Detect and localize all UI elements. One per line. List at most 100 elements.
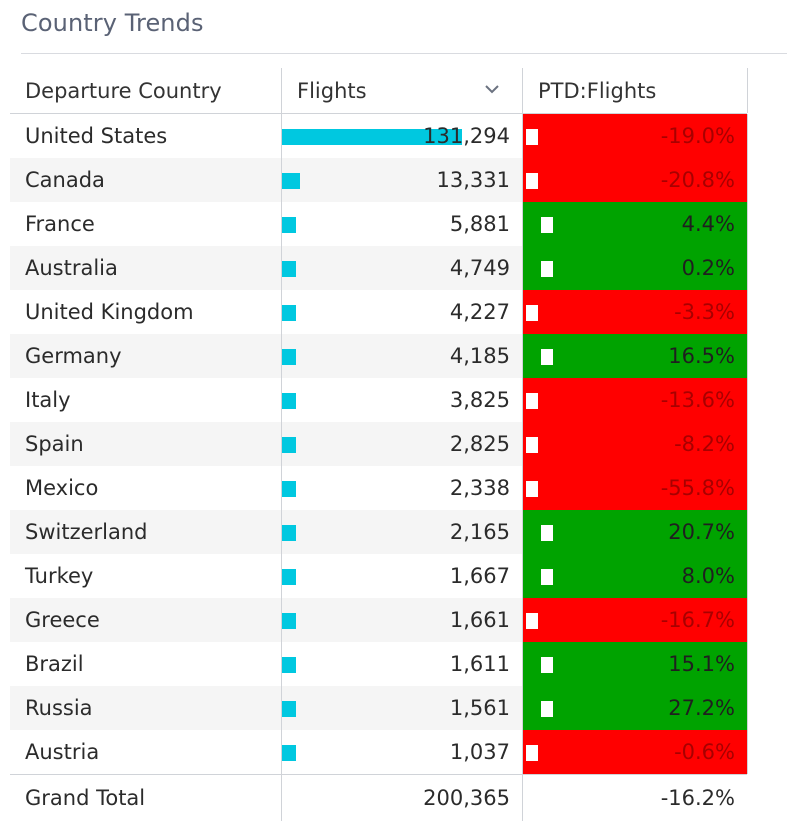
ptd-marker — [526, 745, 538, 761]
column-header-flights[interactable]: Flights — [297, 79, 367, 103]
ptd-marker — [541, 349, 553, 365]
ptd-marker — [526, 437, 538, 453]
column-divider — [747, 466, 748, 510]
country-name: Brazil — [25, 652, 84, 676]
column-divider — [522, 686, 523, 730]
ptd-marker — [526, 305, 538, 321]
chevron-down-icon[interactable] — [482, 79, 502, 99]
flights-value: 1,661 — [449, 608, 510, 632]
flights-value: 1,561 — [449, 696, 510, 720]
flights-bar — [282, 261, 296, 277]
ptd-cell: 20.7% — [523, 510, 747, 554]
ptd-cell: -19.0% — [523, 114, 747, 158]
ptd-cell: -13.6% — [523, 378, 747, 422]
table-row[interactable]: Greece 1,661 -16.7% — [10, 598, 748, 642]
flights-bar — [282, 745, 296, 761]
table-row[interactable]: Brazil 1,611 15.1% — [10, 642, 748, 686]
ptd-value: 20.7% — [668, 520, 735, 544]
column-header-departure-country[interactable]: Departure Country — [25, 79, 222, 103]
ptd-marker — [541, 657, 553, 673]
column-divider — [522, 554, 523, 598]
column-divider — [747, 510, 748, 554]
column-divider — [522, 422, 523, 466]
ptd-marker — [541, 525, 553, 541]
flights-bar — [282, 305, 296, 321]
table-row[interactable]: Russia 1,561 27.2% — [10, 686, 748, 730]
flights-cell — [282, 598, 522, 642]
column-divider — [281, 422, 282, 466]
flights-value: 2,825 — [449, 432, 510, 456]
table-body: United States 131,294 -19.0% Canada 13,331 -2… — [10, 114, 748, 774]
table-row[interactable]: Australia 4,749 0.2% — [10, 246, 748, 290]
column-divider — [281, 510, 282, 554]
ptd-value: -3.3% — [674, 300, 735, 324]
column-divider — [281, 158, 282, 202]
table-header: Departure Country Flights PTD:Flights — [10, 68, 748, 114]
country-cell — [10, 246, 281, 290]
country-cell — [10, 422, 281, 466]
column-divider — [522, 598, 523, 642]
column-divider — [747, 642, 748, 686]
table-row[interactable]: Mexico 2,338 -55.8% — [10, 466, 748, 510]
country-name: Australia — [25, 256, 118, 280]
table-row[interactable]: Austria 1,037 -0.6% — [10, 730, 748, 774]
ptd-marker — [541, 569, 553, 585]
table-row[interactable]: United Kingdom 4,227 -3.3% — [10, 290, 748, 334]
flights-bar — [282, 525, 296, 541]
flights-bar — [282, 481, 296, 497]
flights-bar — [282, 613, 296, 629]
column-divider — [747, 158, 748, 202]
table-row[interactable]: Germany 4,185 16.5% — [10, 334, 748, 378]
ptd-cell: 0.2% — [523, 246, 747, 290]
ptd-value: -8.2% — [674, 432, 735, 456]
table-row[interactable]: Italy 3,825 -13.6% — [10, 378, 748, 422]
ptd-cell: 4.4% — [523, 202, 747, 246]
flights-bar — [282, 173, 300, 189]
flights-cell — [282, 422, 522, 466]
ptd-cell: 27.2% — [523, 686, 747, 730]
flights-value: 2,338 — [449, 476, 510, 500]
ptd-cell: -8.2% — [523, 422, 747, 466]
column-divider — [522, 290, 523, 334]
column-divider — [522, 334, 523, 378]
country-name: Italy — [25, 388, 71, 412]
column-divider — [747, 114, 748, 158]
table-row[interactable]: Turkey 1,667 8.0% — [10, 554, 748, 598]
table-row[interactable]: United States 131,294 -19.0% — [10, 114, 748, 158]
column-divider — [281, 642, 282, 686]
flights-value: 5,881 — [449, 212, 510, 236]
table-row[interactable]: Canada 13,331 -20.8% — [10, 158, 748, 202]
flights-value: 2,165 — [449, 520, 510, 544]
flights-value: 131,294 — [423, 124, 510, 148]
column-divider — [281, 246, 282, 290]
column-divider — [281, 686, 282, 730]
country-name: France — [25, 212, 95, 236]
flights-value: 1,667 — [449, 564, 510, 588]
country-trends-table: Departure Country Flights PTD:Flights Un… — [10, 68, 748, 821]
country-name: Canada — [25, 168, 105, 192]
flights-bar — [282, 437, 296, 453]
flights-bar — [282, 657, 296, 673]
ptd-cell: 15.1% — [523, 642, 747, 686]
column-divider — [281, 775, 282, 821]
ptd-marker — [526, 129, 538, 145]
column-divider — [522, 202, 523, 246]
column-divider — [281, 334, 282, 378]
column-divider — [281, 68, 282, 113]
ptd-value: -19.0% — [660, 124, 735, 148]
table-row[interactable]: Spain 2,825 -8.2% — [10, 422, 748, 466]
column-divider — [522, 510, 523, 554]
flights-value: 1,611 — [449, 652, 510, 676]
ptd-marker — [541, 261, 553, 277]
ptd-value: 16.5% — [668, 344, 735, 368]
ptd-marker — [526, 481, 538, 497]
column-divider — [281, 290, 282, 334]
column-divider — [747, 290, 748, 334]
table-row[interactable]: Switzerland 2,165 20.7% — [10, 510, 748, 554]
flights-value: 3,825 — [449, 388, 510, 412]
table-row[interactable]: France 5,881 4.4% — [10, 202, 748, 246]
column-divider — [281, 466, 282, 510]
ptd-value: -13.6% — [660, 388, 735, 412]
column-divider — [281, 202, 282, 246]
column-header-ptd-flights[interactable]: PTD:Flights — [538, 79, 657, 103]
